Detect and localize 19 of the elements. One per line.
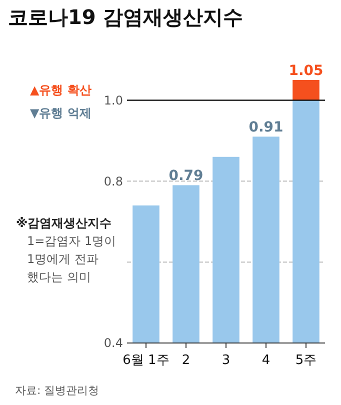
x-tick-label: 4 (262, 353, 270, 368)
y-tick-label: 1.0 (104, 93, 123, 108)
y-tick-label: 0.8 (104, 174, 123, 188)
y-tick-label: 0.4 (104, 336, 123, 350)
text: 1=감염자 1명이 (27, 234, 116, 248)
data-label: 0.91 (248, 120, 284, 136)
ref-line-label: ▲유행 확산 (30, 83, 92, 98)
text: 자료: 질병관리청 (15, 384, 100, 397)
text: ▼유행 억제 (30, 106, 92, 120)
data-label: 1.05 (288, 63, 324, 79)
text: 했다는 의미 (27, 270, 91, 284)
x-tick-label: 5주 (295, 353, 317, 368)
text: ※감염재생산지수 (16, 216, 112, 230)
chart-title: 코로나19 감염재생산지수 (8, 5, 243, 29)
data-label: 0.79 (168, 168, 204, 184)
text: 1명에게 전파 (27, 252, 98, 266)
x-tick-label: 3 (222, 353, 230, 368)
x-tick-label: 6월 1주 (122, 353, 170, 368)
x-tick-label: 2 (182, 353, 190, 368)
